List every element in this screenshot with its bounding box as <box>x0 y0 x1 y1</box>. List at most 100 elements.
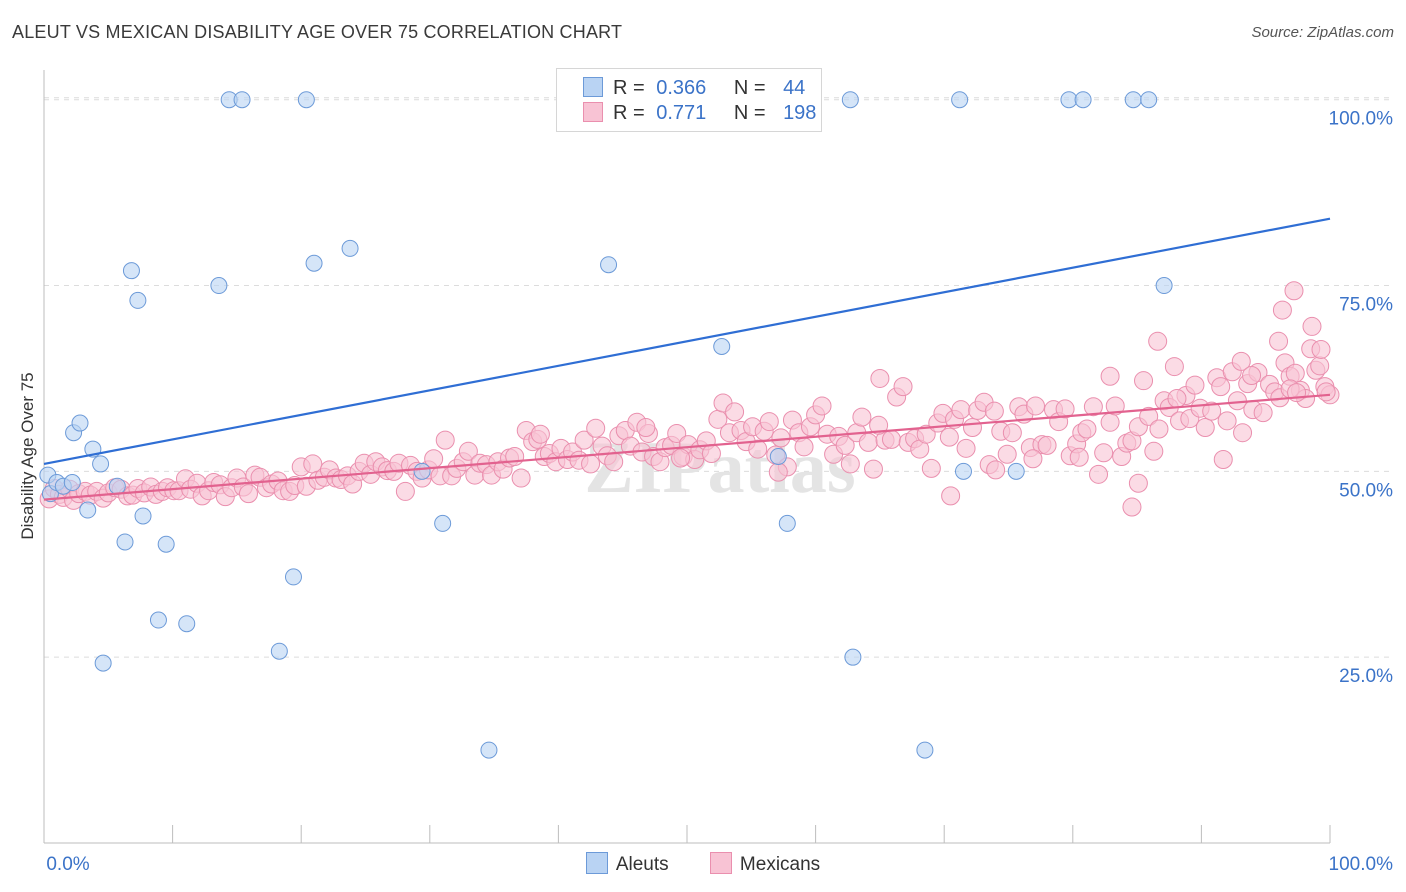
mexican-point <box>1242 365 1262 385</box>
aleut-point <box>841 91 859 109</box>
legend-label-mexicans: Mexicans <box>739 854 821 875</box>
aleut-point <box>413 462 431 480</box>
mexican-point <box>636 418 656 438</box>
aleut-point <box>116 533 134 551</box>
mexican-point <box>768 462 788 482</box>
mexican-point <box>956 438 976 458</box>
mexican-point <box>671 448 691 468</box>
mexican-point <box>1269 331 1289 351</box>
mexican-point <box>840 454 860 474</box>
mexican-point <box>1149 419 1169 439</box>
mexican-point <box>748 439 768 459</box>
mexican-point <box>1202 401 1222 421</box>
legend-n-value: 44 <box>783 77 806 99</box>
y-tick-label: 100.0% <box>1329 109 1394 130</box>
mexican-point <box>458 441 478 461</box>
mexican-point <box>1148 331 1168 351</box>
legend-r-value: 0.771 <box>656 102 707 124</box>
mexican-point <box>1083 397 1103 417</box>
aleut-trendline <box>43 217 1331 466</box>
mexican-point <box>759 412 779 432</box>
series-legend: Aleuts Mexicans <box>0 852 1406 876</box>
mexican-point <box>984 401 1004 421</box>
mexican-point <box>794 437 814 457</box>
mexican-point <box>1195 418 1215 438</box>
mexican-point <box>574 430 594 450</box>
mexican-point <box>939 427 959 447</box>
aleut-point <box>1060 91 1078 109</box>
mexican-point <box>1128 473 1148 493</box>
chart-title: ALEUT VS MEXICAN DISABILITY AGE OVER 75 … <box>12 22 623 42</box>
legend-swatch-aleuts <box>583 77 603 97</box>
mexican-point <box>881 429 901 449</box>
aleut-point <box>149 611 167 629</box>
mexican-point <box>1094 443 1114 463</box>
mexican-point <box>1311 339 1331 359</box>
mexican-point <box>1139 406 1159 426</box>
legend-swatch-aleuts <box>585 852 608 874</box>
mexican-point <box>1316 382 1336 402</box>
mexican-point <box>511 468 531 488</box>
aleut-point <box>233 91 251 109</box>
mexican-point <box>951 400 971 420</box>
aleut-point <box>79 501 97 519</box>
mexican-point <box>1185 375 1205 395</box>
mexican-point <box>1213 449 1233 469</box>
legend-swatch-mexicans <box>709 852 732 874</box>
y-tick-label: 75.0% <box>1339 295 1393 316</box>
y-tick-label: 50.0% <box>1339 480 1393 501</box>
mexican-point <box>238 484 258 504</box>
mexican-point <box>1055 399 1075 419</box>
y-axis-label: Disability Age Over 75 <box>18 372 37 539</box>
aleut-point <box>341 239 359 257</box>
aleut-point <box>134 507 152 525</box>
legend-r-value: 0.366 <box>656 77 707 99</box>
legend-item-aleuts: Aleuts <box>585 852 669 876</box>
aleut-point <box>178 615 196 633</box>
legend-row-mexicans: R = 0.771 N = 198 <box>583 102 816 126</box>
mexican-point <box>869 415 889 435</box>
mexican-point <box>893 377 913 397</box>
mexican-point <box>962 418 982 438</box>
mexican-point <box>1122 497 1142 517</box>
mexican-point <box>1089 464 1109 484</box>
mexican-point <box>725 402 745 422</box>
aleut-point <box>92 455 110 473</box>
aleut-point <box>129 291 147 309</box>
mexican-trendline <box>43 393 1331 501</box>
aleut-point <box>63 474 81 492</box>
mexican-point <box>1026 396 1046 416</box>
mexican-point <box>1211 377 1231 397</box>
mexican-point <box>1231 351 1251 371</box>
mexican-point <box>916 424 936 444</box>
legend-n-value: 198 <box>783 102 817 124</box>
mexican-point <box>1310 356 1330 376</box>
aleut-point <box>916 741 934 759</box>
mexican-point <box>1167 389 1187 409</box>
aleut-point <box>1124 91 1142 109</box>
x-tick-label: 0.0% <box>46 854 89 875</box>
mexican-point <box>1023 449 1043 469</box>
aleut-point <box>844 648 862 666</box>
mexican-point <box>986 460 1006 480</box>
aleut-point <box>305 254 323 272</box>
mexican-point <box>941 486 961 506</box>
mexican-point <box>1134 371 1154 391</box>
mexican-point <box>435 430 455 450</box>
legend-r-label: R = <box>613 77 645 99</box>
mexican-point <box>1100 412 1120 432</box>
aleut-point <box>284 568 302 586</box>
aleut-point <box>297 91 315 109</box>
legend-label-aleuts: Aleuts <box>615 854 669 875</box>
mexican-point <box>858 432 878 452</box>
mexican-point <box>530 424 550 444</box>
mexican-point <box>863 459 883 479</box>
mexican-point <box>1037 435 1057 455</box>
aleut-point <box>1155 277 1173 295</box>
aleut-point <box>434 514 452 532</box>
aleut-point <box>270 642 288 660</box>
mexican-point <box>1077 419 1097 439</box>
legend-r-label: R = <box>613 102 645 124</box>
mexican-point <box>1217 411 1237 431</box>
